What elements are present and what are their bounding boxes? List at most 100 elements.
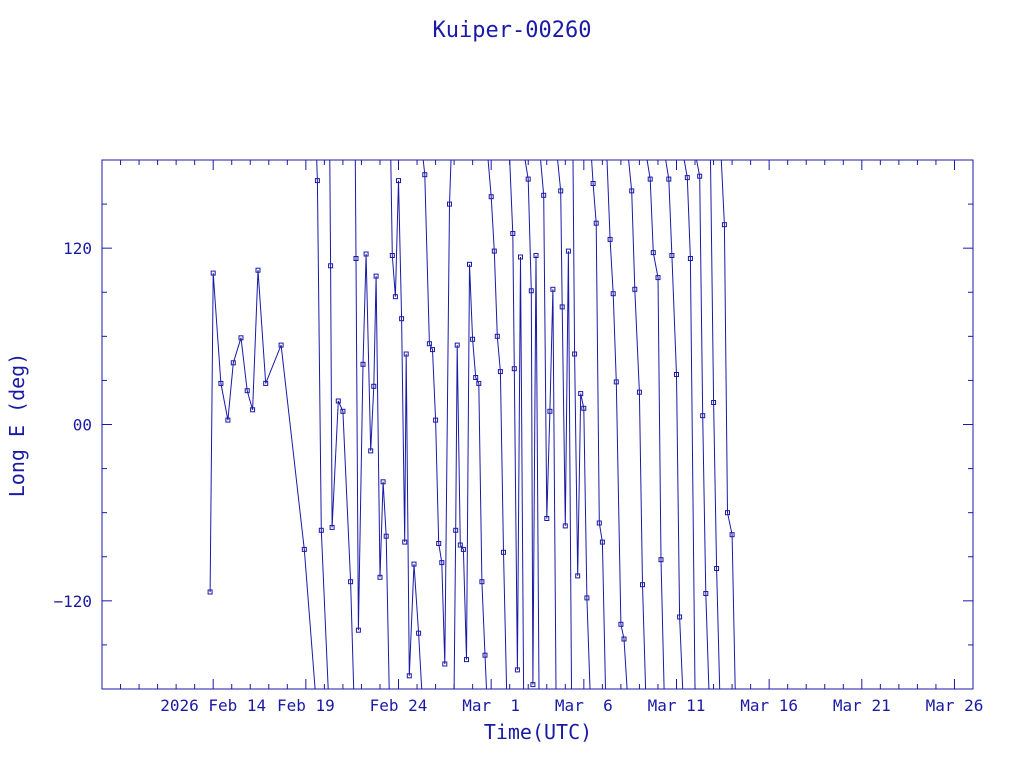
series-line	[540, 160, 557, 689]
data-point	[632, 286, 638, 292]
data-point	[340, 408, 346, 414]
data-point	[368, 448, 374, 454]
series-line	[696, 160, 710, 689]
data-point	[703, 591, 709, 596]
data-point	[511, 366, 517, 372]
series-line	[665, 160, 684, 689]
y-axis-label: Long E (deg)	[5, 353, 29, 498]
data-point	[278, 342, 284, 348]
data-point	[335, 398, 341, 404]
data-point	[422, 172, 428, 178]
data-point	[599, 539, 605, 545]
x-tick-label: Mar 6	[555, 696, 613, 715]
data-point	[470, 336, 476, 342]
x-tick-label: 2026 Feb 14	[160, 696, 266, 715]
data-point	[230, 360, 236, 366]
data-point	[416, 630, 422, 636]
data-point	[411, 561, 417, 567]
data-point	[353, 256, 359, 261]
data-point	[558, 188, 564, 194]
series-line	[572, 160, 591, 689]
data-point	[666, 176, 672, 182]
data-point	[629, 188, 635, 194]
data-point	[238, 335, 244, 341]
x-axis-label: Time(UTC)	[484, 720, 592, 744]
data-point	[618, 621, 624, 627]
series-line	[524, 160, 540, 689]
data-point	[544, 516, 550, 521]
data-point	[442, 661, 448, 667]
data-point	[610, 291, 616, 297]
data-point	[514, 667, 520, 673]
data-point	[674, 372, 679, 377]
data-point	[684, 175, 690, 181]
data-point	[467, 261, 472, 267]
data-point	[473, 375, 479, 380]
data-point	[721, 222, 727, 228]
data-point	[225, 417, 231, 423]
series-line	[329, 160, 355, 689]
data-point	[426, 341, 432, 347]
data-point	[406, 673, 412, 679]
x-tick-label: Mar 11	[648, 696, 706, 715]
data-point	[488, 194, 494, 200]
data-point	[533, 253, 539, 258]
data-point	[530, 682, 536, 688]
data-point	[210, 270, 216, 276]
data-point	[510, 231, 516, 236]
data-point	[457, 542, 463, 548]
data-point	[714, 566, 720, 571]
data-point	[373, 273, 379, 279]
series-line	[591, 160, 606, 689]
data-point	[318, 527, 324, 533]
series-line	[209, 270, 316, 689]
series-line	[390, 160, 423, 689]
data-point	[590, 181, 596, 186]
data-point	[218, 380, 224, 386]
data-point	[250, 407, 256, 413]
y-tick-label: 00	[73, 416, 92, 435]
data-point	[621, 636, 627, 642]
data-point	[677, 614, 683, 620]
data-point	[482, 652, 488, 658]
data-point	[578, 391, 584, 397]
data-point	[403, 351, 409, 357]
data-point	[613, 379, 619, 385]
data-point	[360, 361, 366, 367]
x-tick-label: Mar 26	[926, 696, 984, 715]
series-layer	[207, 160, 736, 689]
data-point	[581, 405, 587, 411]
data-point	[547, 408, 553, 414]
data-point	[348, 579, 354, 585]
data-point	[377, 574, 383, 580]
data-point	[647, 176, 653, 182]
data-point	[669, 253, 675, 258]
data-point	[650, 250, 656, 256]
series-line	[316, 160, 329, 689]
series-line	[557, 160, 572, 689]
data-point	[565, 248, 571, 254]
data-point	[447, 201, 452, 207]
y-tick-label: −120	[53, 592, 92, 611]
data-point	[501, 549, 506, 555]
y-axis: −120 00 120	[53, 159, 973, 690]
data-point	[396, 178, 401, 184]
series-line	[720, 160, 736, 689]
data-point	[402, 539, 408, 545]
data-point	[593, 220, 599, 226]
data-point	[363, 251, 369, 257]
data-point	[383, 533, 389, 539]
chart-title: Kuiper-00260	[433, 18, 592, 43]
data-point	[491, 248, 497, 254]
data-point	[640, 582, 645, 588]
data-point	[255, 267, 261, 273]
data-point	[700, 413, 706, 419]
data-point	[497, 369, 503, 375]
data-point	[584, 595, 590, 601]
data-point	[436, 541, 442, 546]
data-point	[453, 527, 459, 533]
x-axis: 2026 Feb 14 Feb 19 Feb 24 Mar 1 Mar 6 Mar 11 M…	[101, 160, 984, 715]
data-point	[575, 573, 581, 579]
data-point	[399, 316, 405, 322]
